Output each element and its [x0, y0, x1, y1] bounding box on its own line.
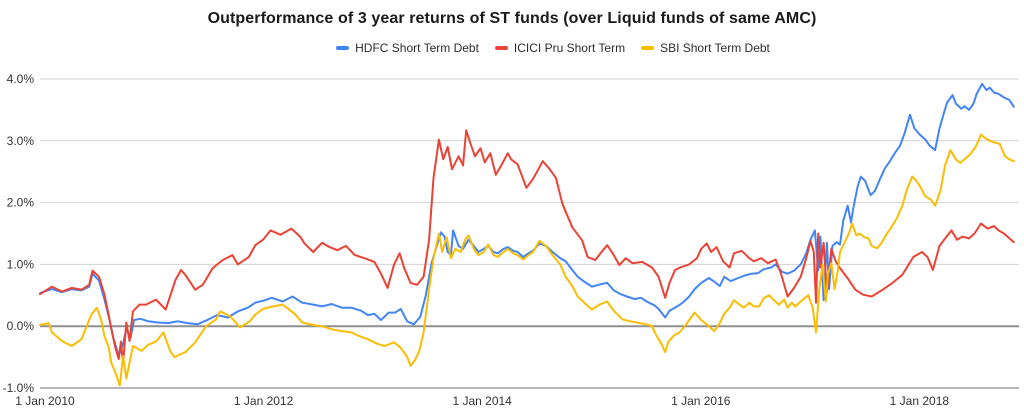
legend-item-sbi[interactable]: SBI Short Term Debt: [641, 41, 770, 55]
series-line-hdfc: [39, 82, 1015, 357]
x-axis-tick-label: 1 Jan 2012: [234, 394, 294, 408]
x-axis-tick-label: 1 Jan 2018: [890, 394, 950, 408]
legend-marker-icon: [641, 46, 655, 50]
x-axis-tick-label: 1 Jan 2014: [452, 394, 512, 408]
legend-label-hdfc: HDFC Short Term Debt: [355, 41, 479, 55]
legend-item-icici[interactable]: ICICI Pru Short Term: [494, 41, 626, 55]
legend-marker-icon: [494, 46, 508, 50]
y-axis-tick-label: 4.0%: [7, 72, 35, 86]
y-axis-tick-label: 3.0%: [7, 134, 35, 148]
legend-marker-icon: [336, 46, 350, 50]
series-line-icici: [39, 129, 1015, 365]
y-axis-tick-label: 2.0%: [7, 196, 35, 210]
legend-item-hdfc[interactable]: HDFC Short Term Debt: [336, 41, 479, 55]
y-axis-tick-label: 0.0%: [7, 319, 35, 333]
x-axis-tick-label: 1 Jan 2010: [15, 394, 75, 408]
legend-label-sbi: SBI Short Term Debt: [660, 41, 770, 55]
x-axis-tick-label: 1 Jan 2016: [671, 394, 731, 408]
series-line-sbi: [39, 133, 1015, 387]
y-axis-tick-label: 1.0%: [7, 257, 35, 271]
y-axis-tick-label: -1.0%: [3, 381, 35, 395]
legend-label-icici: ICICI Pru Short Term: [513, 41, 626, 55]
chart-title: Outperformance of 3 year returns of ST f…: [207, 10, 817, 27]
legend: HDFC Short Term Debt ICICI Pru Short Ter…: [41, 41, 1024, 55]
